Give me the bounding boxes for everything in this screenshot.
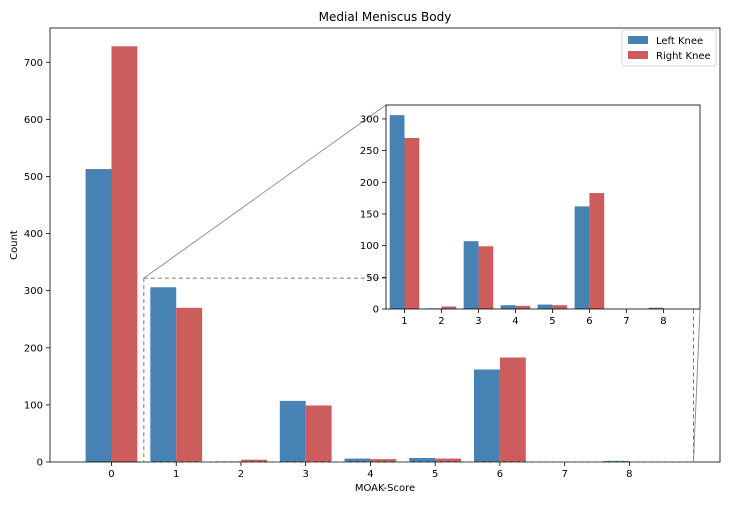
inset-x-tick-label: 8 [660, 316, 666, 327]
bar-left-knee-1 [150, 287, 177, 462]
y-axis-label: Count [9, 230, 20, 260]
inset-bar-left-knee-4 [500, 305, 516, 309]
y-tick-label: 200 [24, 343, 43, 354]
bar-left-knee-8 [603, 460, 630, 462]
x-tick-label: 2 [238, 469, 244, 480]
x-tick-label: 1 [173, 469, 179, 480]
inset-x-tick-label: 6 [586, 316, 592, 327]
bar-right-knee-2 [240, 459, 267, 462]
bar-right-knee-1 [176, 307, 203, 462]
inset-x-tick-label: 5 [549, 316, 555, 327]
inset-bar-left-knee-6 [574, 206, 590, 309]
inset-x-tick-label: 2 [438, 316, 444, 327]
inset-bar-left-knee-8 [648, 307, 664, 309]
inset-bar-left-knee-1 [389, 115, 405, 309]
y-tick-label: 500 [24, 172, 43, 183]
legend-swatch [628, 51, 648, 59]
inset-bar-left-knee-3 [463, 241, 479, 309]
inset-x-tick-label: 7 [623, 316, 629, 327]
inset-bar-right-knee-4 [515, 305, 531, 309]
inset-x-tick-label: 1 [401, 316, 407, 327]
inset-background [386, 105, 700, 309]
x-tick-label: 7 [561, 469, 567, 480]
main-plot-frame [49, 27, 721, 463]
inset-x-tick-label: 4 [512, 316, 518, 327]
x-tick-label: 4 [367, 469, 373, 480]
inset-y-tick-label: 0 [373, 305, 379, 316]
y-tick-label: 300 [24, 286, 43, 297]
x-tick-label: 0 [108, 469, 114, 480]
y-tick-label: 0 [37, 458, 43, 469]
inset-bar-right-knee-2 [441, 306, 457, 309]
x-tick-label: 5 [432, 469, 438, 480]
inset-x-tick-label: 3 [475, 316, 481, 327]
inset-bar-right-knee-1 [404, 137, 420, 309]
y-tick-label: 700 [24, 58, 43, 69]
legend-label: Left Knee [656, 36, 703, 47]
legend-swatch [628, 36, 648, 44]
bar-right-knee-6 [499, 357, 526, 462]
inset-y-tick-label: 300 [360, 114, 379, 125]
legend-label: Right Knee [656, 51, 711, 62]
inset-plot-area: 1 2 3 4 5 6 7 8 0 50 100 150 200 250 300 [360, 104, 701, 327]
y-tick-label: 600 [24, 115, 43, 126]
x-tick-label: 6 [497, 469, 503, 480]
bar-left-knee-3 [279, 400, 306, 462]
inset-plot-frame [385, 104, 701, 310]
bar-right-knee-0 [111, 46, 138, 463]
inset-y-tick-label: 100 [360, 241, 379, 252]
bar-left-knee-5 [409, 458, 436, 462]
inset-bar-right-knee-3 [478, 246, 494, 309]
bar-left-knee-4 [344, 458, 371, 462]
inset-y-tick-label: 150 [360, 209, 379, 220]
y-tick-label: 100 [24, 400, 43, 411]
bar-right-knee-3 [305, 405, 332, 462]
bar-right-knee-4 [370, 459, 397, 462]
chart-title: Medial Meniscus Body [319, 10, 452, 24]
inset-bar-left-knee-5 [537, 304, 553, 309]
inset-y-tick-label: 50 [366, 273, 379, 284]
inset-bar-right-knee-6 [589, 193, 605, 309]
x-tick-label: 8 [626, 469, 632, 480]
inset-y-tick-label: 200 [360, 178, 379, 189]
bar-left-knee-6 [474, 369, 500, 462]
y-tick-label: 400 [24, 229, 43, 240]
inset-bar-right-knee-5 [552, 305, 568, 309]
bar-left-knee-0 [85, 169, 112, 463]
bar-right-knee-5 [435, 458, 462, 462]
zoom-connector-line [143, 104, 387, 279]
zoom-connector-line [693, 308, 701, 463]
x-axis-label: MOAK-Score [355, 483, 415, 494]
legend: Left Knee Right Knee [621, 29, 717, 67]
x-tick-label: 3 [303, 469, 309, 480]
inset-y-tick-label: 250 [360, 146, 379, 157]
